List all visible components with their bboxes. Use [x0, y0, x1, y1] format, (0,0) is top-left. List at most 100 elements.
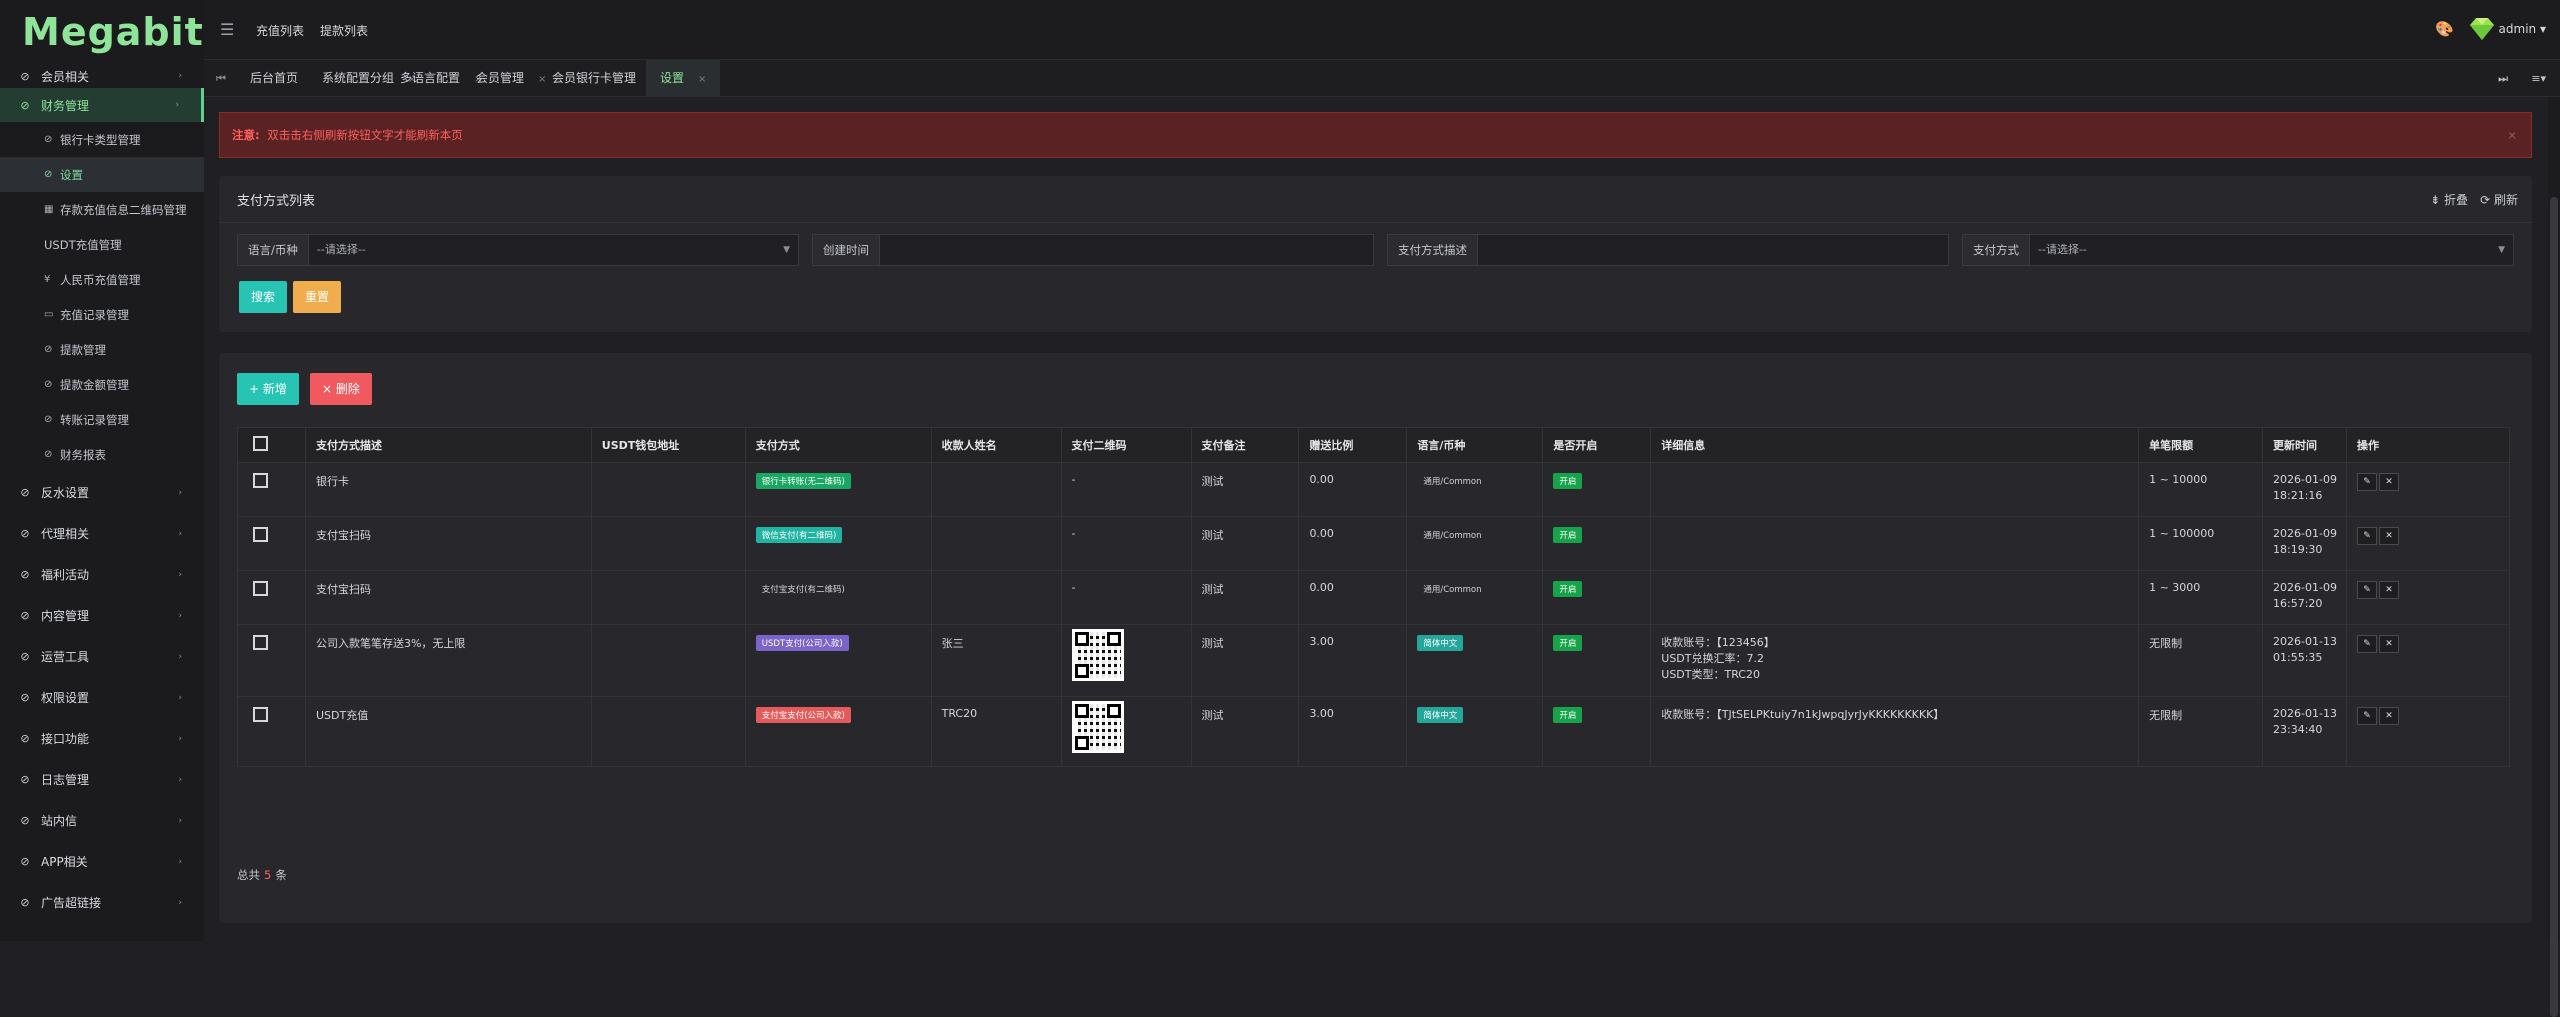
table-row[interactable]: USDT充值 支付宝支付(公司入款) TRC20 测试 3.00 简体中文 开启 收款账号：【…: [237, 696, 2511, 767]
delete-row-button[interactable]: ✕: [2378, 635, 2399, 653]
tab-menu-icon[interactable]: ≡▾: [2531, 72, 2546, 85]
qrcode-image[interactable]: [1071, 701, 1124, 753]
table-row[interactable]: 支付宝扫码 支付宝支付(有二维码) - 测试 0.00 通用/Common 开启 1 ~ 30…: [237, 570, 2511, 625]
tab-0[interactable]: 后台首页: [250, 60, 298, 97]
list-panel: + 新增 × 删除 支付方式描述 USDT钱包地址 支付方式 收款人姓名 支付二维码 支付…: [219, 353, 2532, 923]
scrollbar[interactable]: [2548, 97, 2560, 1017]
tab-scroll-left-icon[interactable]: ⏮: [216, 72, 226, 85]
sidebar-subitem-4[interactable]: ¥ 人民币充值管理: [0, 262, 204, 297]
edit-button[interactable]: ✎: [2356, 527, 2377, 545]
sidebar-subitem-9[interactable]: ⊘ 财务报表: [0, 437, 204, 472]
sidebar-subitem-3[interactable]: USDT充值管理: [0, 227, 204, 262]
table-row[interactable]: 银行卡 银行卡转账(无二维码) - 测试 0.00 通用/Common 开启 1 ~ 1000…: [237, 462, 2511, 517]
status-badge[interactable]: 开启: [1553, 707, 1583, 723]
close-icon[interactable]: ×: [474, 74, 483, 85]
close-icon[interactable]: ×: [538, 74, 547, 85]
tab-2[interactable]: 多语言配置 ×: [400, 60, 482, 97]
method-badge: USDT支付(公司入款): [755, 635, 849, 651]
select-all-checkbox[interactable]: [253, 436, 268, 451]
sidebar-subitem-7[interactable]: ⊘ 提款金额管理: [0, 367, 204, 402]
delete-row-button[interactable]: ✕: [2378, 473, 2399, 491]
updated-time: 18:21:16: [2273, 489, 2323, 502]
sidebar-item-items_bottom-8[interactable]: ⊘ 站内信 ›: [0, 800, 204, 841]
refresh-button[interactable]: ⟳ 刷新: [2480, 193, 2518, 207]
delete-row-button[interactable]: ✕: [2378, 707, 2399, 725]
sidebar-item-items_top-1[interactable]: ⊘ 财务管理 ›: [0, 88, 204, 122]
desc-cell: USDT充值: [304, 696, 592, 767]
row-checkbox[interactable]: [253, 635, 268, 650]
tab-4[interactable]: 会员银行卡管理×: [552, 60, 658, 97]
tab-scroll-right-icon[interactable]: ⏭: [2498, 72, 2508, 85]
sidebar-subitem-6[interactable]: ⊘ 提款管理: [0, 332, 204, 367]
qrcode-image[interactable]: [1071, 629, 1124, 681]
updated-cell: 2026-01-13 23:34:40: [2262, 696, 2347, 767]
sidebar-subitem-label: 充值记录管理: [60, 307, 129, 322]
row-checkbox[interactable]: [253, 707, 268, 722]
menu-toggle-icon[interactable]: ☰: [220, 20, 235, 39]
sidebar-subitem-label: 银行卡类型管理: [60, 132, 141, 147]
created-time-input[interactable]: 创建时间: [812, 234, 1374, 266]
scrollbar-thumb[interactable]: [2550, 197, 2558, 1017]
close-icon[interactable]: ×: [698, 74, 707, 85]
sidebar-item-items_bottom-4[interactable]: ⊘ 运营工具 ›: [0, 636, 204, 677]
close-icon[interactable]: ×: [408, 74, 417, 85]
sidebar-subitem-2[interactable]: ▦ 存款充值信息二维码管理: [0, 192, 204, 227]
user-menu[interactable]: admin ▾: [2498, 22, 2546, 36]
status-badge[interactable]: 开启: [1553, 473, 1583, 489]
sidebar-item-items_bottom-6[interactable]: ⊘ 接口功能 ›: [0, 718, 204, 759]
table-row[interactable]: 支付宝扫码 微信支付(有二维码) - 测试 0.00 通用/Common 开启 1 ~ 100…: [237, 516, 2511, 571]
tab-3[interactable]: 会员管理 ×: [476, 60, 546, 97]
delete-row-button[interactable]: ✕: [2378, 527, 2399, 545]
detail-cell: [1650, 570, 2140, 625]
language-select[interactable]: 语言/币种 --请选择-- ▼: [237, 234, 799, 266]
tab-1[interactable]: 系统配置分组 ×: [322, 60, 416, 97]
add-button[interactable]: + 新增: [237, 373, 299, 405]
tab-5[interactable]: 设置 ×: [646, 60, 721, 97]
search-button[interactable]: 搜索: [239, 281, 288, 313]
edit-button[interactable]: ✎: [2356, 635, 2377, 653]
avatar[interactable]: [2464, 13, 2500, 45]
updated-cell: 2026-01-09 18:19:30: [2262, 516, 2347, 571]
reset-button[interactable]: 重置: [293, 281, 342, 313]
edit-button[interactable]: ✎: [2356, 581, 2377, 599]
sidebar-item-items_bottom-5[interactable]: ⊘ 权限设置 ›: [0, 677, 204, 718]
sidebar-item-items_top-0[interactable]: ⊘ 会员相关 ›: [0, 64, 204, 88]
qr-cell: -: [1060, 462, 1192, 517]
method-select[interactable]: 支付方式 --请选择-- ▼: [1962, 234, 2514, 266]
sidebar-item-items_bottom-0[interactable]: ⊘ 反水设置 ›: [0, 472, 204, 513]
status-badge[interactable]: 开启: [1553, 635, 1583, 651]
sidebar-item-items_bottom-9[interactable]: ⊘ APP相关 ›: [0, 841, 204, 882]
sidebar-item-items_bottom-2[interactable]: ⊘ 福利活动 ›: [0, 554, 204, 595]
row-checkbox[interactable]: [253, 581, 268, 596]
edit-button[interactable]: ✎: [2356, 473, 2377, 491]
sidebar-item-items_bottom-3[interactable]: ⊘ 内容管理 ›: [0, 595, 204, 636]
delete-button[interactable]: × 删除: [310, 373, 372, 405]
table-row[interactable]: 公司入款笔笔存送3%，无上限 USDT支付(公司入款) 张三 测试 3.00 简体中文 开启…: [237, 624, 2511, 697]
row-checkbox[interactable]: [253, 473, 268, 488]
topbar-link-recharge[interactable]: 充值列表: [256, 24, 305, 38]
topbar-link-withdraw[interactable]: 提款列表: [320, 24, 369, 38]
status-badge[interactable]: 开启: [1553, 527, 1583, 543]
sidebar-item-items_bottom-1[interactable]: ⊘ 代理相关 ›: [0, 513, 204, 554]
sidebar-subitem-0[interactable]: ⊘ 银行卡类型管理: [0, 122, 204, 157]
close-icon[interactable]: ×: [2507, 128, 2517, 142]
fold-button[interactable]: ⇟ 折叠: [2430, 193, 2468, 207]
sidebar-item-items_bottom-10[interactable]: ⊘ 广告超链接 ›: [0, 882, 204, 923]
delete-row-button[interactable]: ✕: [2378, 581, 2399, 599]
edit-button[interactable]: ✎: [2356, 707, 2377, 725]
updated-date: 2026-01-13: [2273, 707, 2337, 720]
row-checkbox[interactable]: [253, 527, 268, 542]
status-badge[interactable]: 开启: [1553, 581, 1583, 597]
enabled-cell: 开启: [1542, 516, 1652, 571]
link-icon: ⊘: [20, 69, 30, 83]
actions-cell: ✎ ✕: [2345, 624, 2511, 697]
select-all-header[interactable]: [237, 427, 306, 463]
sidebar-subitem-1[interactable]: ⊘ 设置: [0, 157, 204, 192]
sidebar-item-items_bottom-7[interactable]: ⊘ 日志管理 ›: [0, 759, 204, 800]
tab-label: 设置: [660, 71, 685, 85]
method-desc-input[interactable]: 支付方式描述: [1387, 234, 1949, 266]
sidebar-subitem-5[interactable]: ▭ 充值记录管理: [0, 297, 204, 332]
sidebar-subitem-8[interactable]: ⊘ 转账记录管理: [0, 402, 204, 437]
lang-cell: 通用/Common: [1406, 462, 1544, 517]
palette-icon[interactable]: 🎨: [2435, 20, 2454, 38]
